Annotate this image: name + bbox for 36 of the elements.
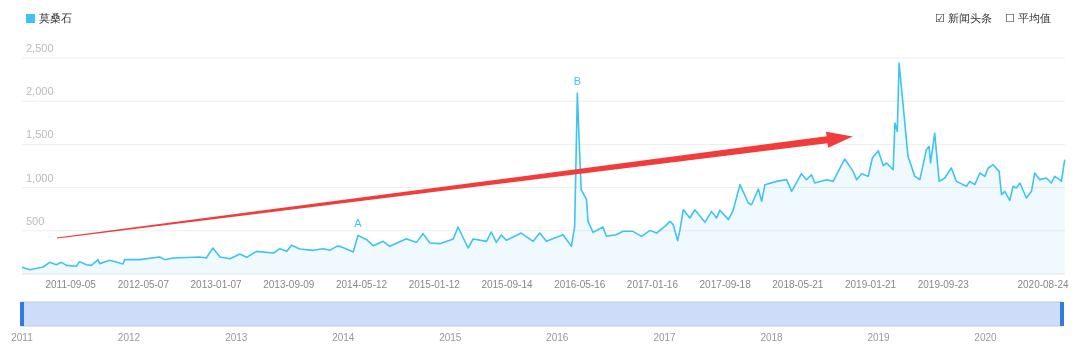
navigator: 2011 2012 2013 2014 2015 2016 2017 2018 2019 2020 bbox=[11, 301, 1064, 343]
x2-tick-label: 2013 bbox=[225, 332, 248, 343]
x-tick-label: 2017-01-16 bbox=[626, 279, 679, 290]
x-tick-label: 2015-09-14 bbox=[481, 279, 533, 290]
x2-tick-label: 2011 bbox=[11, 332, 34, 343]
y-tick-label: 2,000 bbox=[26, 85, 54, 98]
x2-tick-label: 2016 bbox=[546, 332, 569, 343]
x-tick-label: 2011-09-05 bbox=[45, 279, 97, 290]
text: ☑ 新闻头条 bbox=[935, 12, 992, 24]
x-tick-label: 2019-01-21 bbox=[845, 279, 897, 290]
y-tick-label: 500 bbox=[26, 214, 45, 227]
annotation: B bbox=[573, 75, 582, 88]
text: ☐ 平均值 bbox=[1005, 12, 1051, 24]
x2-tick-label: 2017 bbox=[653, 332, 677, 343]
x2-tick-label: 2020 bbox=[974, 332, 998, 343]
x-tick-label: 2013-09-09 bbox=[263, 279, 315, 290]
legend-label: 莫桑石 bbox=[39, 12, 72, 24]
x-tick-label: 2019-09-23 bbox=[917, 279, 970, 290]
y-tick-label: 2,500 bbox=[26, 42, 54, 54]
x-tick-label: 2012-05-07 bbox=[117, 279, 170, 290]
x-tick-label: 2015-01-12 bbox=[408, 279, 461, 290]
y-tick-label: 1,500 bbox=[26, 128, 54, 141]
x2-tick-label: 2014 bbox=[332, 332, 355, 343]
x-tick-label: 2013-01-07 bbox=[190, 279, 243, 290]
x-tick-label: 2018-05-21 bbox=[772, 279, 824, 290]
x2-tick-label: 2012 bbox=[117, 332, 141, 343]
y-tick-label: 1,000 bbox=[26, 171, 54, 184]
x-tick-label: 2014-05-12 bbox=[335, 279, 388, 290]
annotation: A bbox=[354, 217, 363, 230]
x2-tick-label: 2019 bbox=[867, 332, 891, 343]
x2-tick-label: 2018 bbox=[760, 332, 784, 343]
x-tick-label: 2016-05-16 bbox=[554, 279, 606, 290]
x-tick-label: 2017-09-18 bbox=[699, 279, 752, 290]
x2-tick-label: 2015 bbox=[439, 332, 462, 343]
x-tick-label: 2020-08-24 bbox=[1017, 279, 1070, 290]
legend: 莫桑石 bbox=[26, 12, 72, 24]
